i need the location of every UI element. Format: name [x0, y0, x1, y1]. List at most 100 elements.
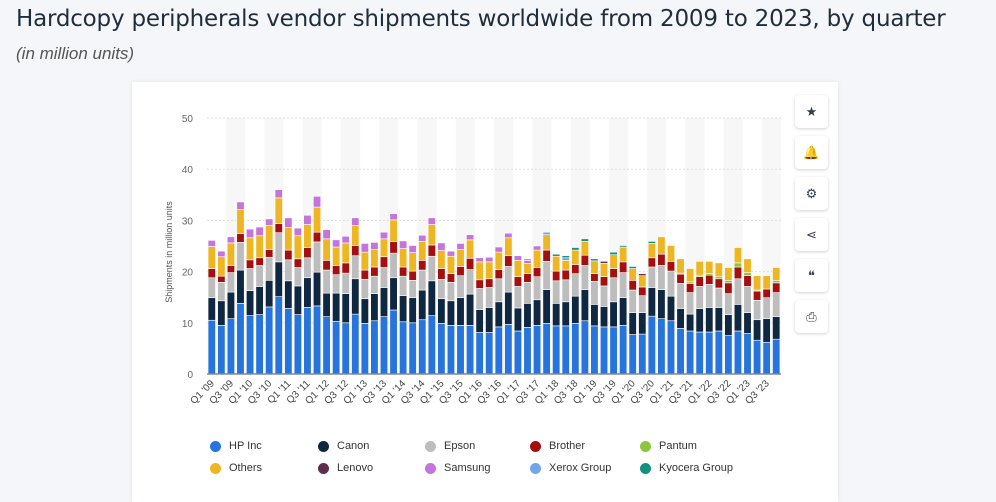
bar-segment [370, 242, 379, 250]
bar-segment [504, 232, 513, 239]
legend-swatch [640, 462, 651, 474]
bar-segment [561, 269, 570, 281]
bar-segment [303, 247, 312, 259]
bar-segment [437, 250, 446, 269]
bar-segment [504, 266, 513, 293]
bar-segment [293, 267, 302, 287]
legend-item[interactable]: Canon [318, 440, 369, 452]
bar-segment [523, 260, 532, 264]
legend-item[interactable]: Pantum [640, 440, 697, 452]
bar-segment [446, 300, 455, 326]
y-tick-label: 40 [182, 165, 194, 176]
bar-segment [523, 303, 532, 328]
bar-segment [466, 325, 475, 375]
y-tick-label: 30 [182, 216, 194, 227]
bar-segment [379, 256, 389, 268]
bell-button[interactable]: 🔔 [795, 136, 828, 169]
share-button[interactable]: ⋖ [795, 218, 828, 251]
legend-item[interactable]: HP Inc [210, 440, 262, 452]
bar-segment [762, 288, 771, 299]
bar-segment [255, 286, 264, 315]
bar-segment [418, 241, 427, 261]
bar-segment [370, 249, 379, 268]
legend-item[interactable]: Lenovo [318, 462, 373, 474]
bar-segment [705, 274, 714, 285]
legend-label: Brother [549, 440, 586, 452]
bar-segment [360, 269, 369, 280]
bar-segment [571, 273, 580, 297]
bar-segment [513, 276, 522, 287]
bar-segment [265, 256, 274, 281]
bar-segment [513, 307, 522, 332]
legend-item[interactable]: Kyocera Group [640, 462, 733, 474]
bar-segment [351, 217, 360, 226]
gear-icon: ⚙ [805, 185, 818, 201]
bar-segment [418, 269, 427, 291]
bar-segment [714, 278, 723, 289]
legend-item[interactable]: Brother [530, 440, 585, 452]
gear-button[interactable]: ⚙ [795, 177, 828, 210]
bar-segment [743, 333, 752, 375]
bar-segment [379, 238, 389, 258]
legend-item[interactable]: Others [210, 462, 262, 474]
bar-segment [389, 252, 398, 279]
bar-segment [207, 297, 216, 321]
bar-segment [494, 246, 503, 253]
bar-segment [686, 313, 695, 332]
bar-segment [379, 287, 389, 317]
star-button[interactable]: ★ [795, 95, 828, 128]
legend-label: Others [229, 462, 263, 474]
legend-item[interactable]: Xerox Group [530, 462, 611, 474]
bar-segment [293, 258, 302, 268]
share-icon: ⋖ [806, 226, 817, 242]
legend-item[interactable]: Epson [425, 440, 475, 452]
bar-segment [389, 213, 398, 221]
quote-button[interactable]: ❝ [795, 259, 828, 292]
bar-segment [408, 270, 417, 281]
bar-segment [657, 289, 666, 320]
bar-segment [207, 246, 216, 269]
print-button[interactable]: ⎙ [795, 300, 828, 333]
bar-segment [226, 318, 235, 375]
bar-segment [647, 241, 656, 244]
bar-segment [437, 242, 446, 251]
bar-segment [427, 315, 436, 375]
bar-segment [533, 325, 542, 375]
bar-segment [389, 277, 398, 311]
bar-segment [360, 323, 369, 375]
bar-segment [733, 278, 742, 305]
bar-segment [542, 289, 551, 324]
bar-segment [638, 273, 647, 276]
bar-segment [274, 261, 283, 297]
chart-title: Hardcopy peripherals vendor shipments wo… [16, 6, 946, 32]
bar-segment [714, 307, 723, 332]
bar-segment [494, 251, 503, 270]
bar-segment [399, 240, 408, 249]
legend-label: Canon [337, 440, 370, 452]
bar-segment [724, 293, 733, 315]
bar-segment [733, 266, 742, 280]
y-tick-label: 20 [182, 268, 194, 279]
bar-segment [418, 234, 427, 242]
legend-swatch [425, 440, 436, 452]
bar-segment [580, 265, 589, 290]
bar-segment [561, 260, 570, 271]
bar-segment [609, 277, 618, 303]
bar-segment [236, 209, 245, 235]
legend-item[interactable]: Samsung [425, 462, 490, 474]
bar-segment [571, 295, 580, 324]
bar-segment [580, 238, 589, 242]
bar-segment [647, 287, 656, 317]
bar-segment [399, 266, 408, 277]
bar-segment [246, 228, 255, 239]
bar-segment [446, 282, 455, 302]
bar-segment [408, 252, 417, 272]
bar-segment [341, 242, 350, 264]
bar-segment [609, 326, 618, 375]
bar-segment [724, 280, 733, 284]
bar-segment [599, 276, 609, 287]
bar-segment [561, 255, 570, 259]
legend-swatch [530, 462, 541, 474]
bar-segment [580, 254, 589, 266]
bar-segment [332, 246, 341, 266]
